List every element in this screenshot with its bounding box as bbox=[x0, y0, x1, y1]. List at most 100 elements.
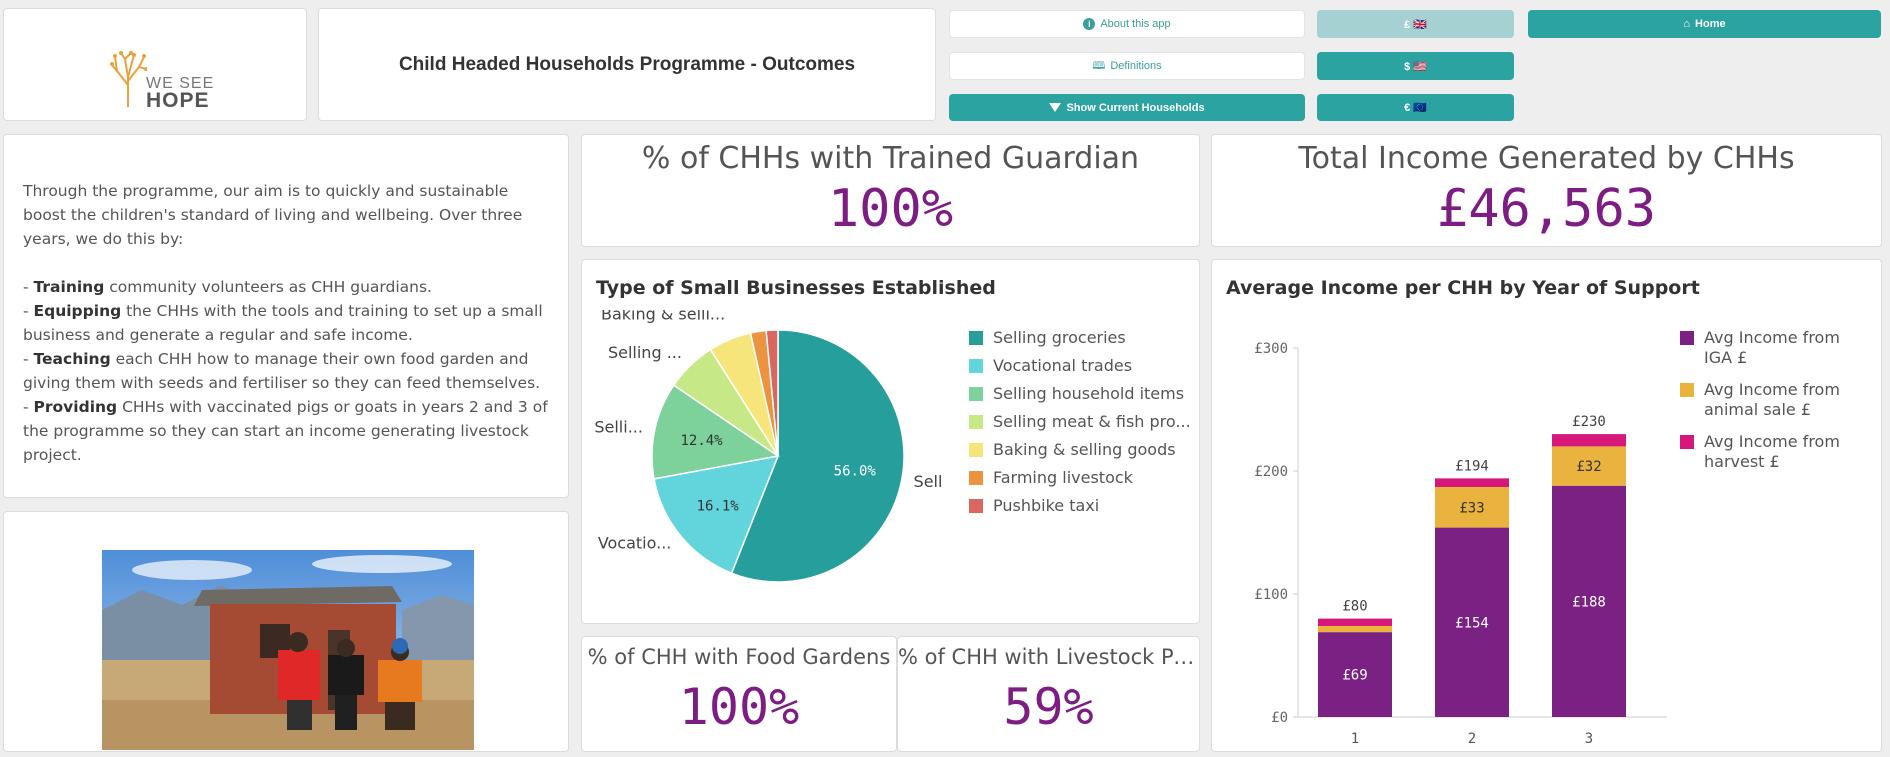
photo-card bbox=[3, 511, 569, 752]
legend-swatch bbox=[1680, 435, 1694, 449]
y-tick-label: £0 bbox=[1271, 710, 1288, 726]
bar-chart-card: Average Income per CHH by Year of Suppor… bbox=[1211, 259, 1882, 752]
x-tick-label: 1 bbox=[1351, 731, 1359, 747]
pie-slice[interactable] bbox=[730, 329, 905, 583]
kpi-livestock-card: % of CHH with Livestock Proje... 59% bbox=[897, 636, 1200, 752]
definitions-button-label: Definitions bbox=[1110, 60, 1162, 72]
legend-label: Selling household items bbox=[993, 384, 1185, 403]
pie-legend-item[interactable]: Baking & selling goods bbox=[969, 440, 1194, 459]
bar-total-label: £80 bbox=[1342, 599, 1367, 615]
y-tick-label: £200 bbox=[1254, 464, 1288, 480]
filter-icon bbox=[1049, 103, 1062, 112]
kpi-title: % of CHH with Food Gardens bbox=[587, 645, 891, 669]
pie-legend-item[interactable]: Pushbike taxi bbox=[969, 496, 1194, 515]
pie-slice-outer-label: Selli... bbox=[914, 472, 942, 491]
bar-segment-label: £32 bbox=[1576, 459, 1601, 475]
home-button[interactable]: ⌂ Home bbox=[1528, 10, 1881, 38]
logo-text-line2: HOPE bbox=[146, 89, 210, 112]
bar-chart: £0 £100 £200 £300 £69 £80 1 £154 £33 £194 2 £188 £32… bbox=[1254, 341, 1667, 747]
pie-legend-item[interactable]: Farming livestock bbox=[969, 468, 1194, 487]
legend-label: Avg Income from IGA £ bbox=[1704, 328, 1840, 367]
legend-label: Pushbike taxi bbox=[993, 496, 1100, 515]
bar-segment-label: £69 bbox=[1342, 668, 1367, 684]
legend-label: Vocational trades bbox=[993, 356, 1133, 375]
currency-usd-button[interactable]: $ 🇺🇸 bbox=[1317, 52, 1514, 80]
bar-segment[interactable] bbox=[1552, 446, 1626, 486]
bar-total-label: £230 bbox=[1572, 414, 1606, 430]
legend-label: Avg Income from animal sale £ bbox=[1704, 380, 1840, 419]
show-current-households-button[interactable]: Show Current Households bbox=[949, 94, 1305, 121]
currency-eur-button[interactable]: € 🇪🇺 bbox=[1317, 94, 1514, 121]
bar-segment[interactable] bbox=[1435, 486, 1509, 528]
legend-swatch bbox=[969, 443, 983, 457]
pie-chart-title: Type of Small Businesses Established bbox=[596, 277, 996, 299]
kpi-value: £46,563 bbox=[1436, 179, 1657, 239]
about-button-label: About this app bbox=[1100, 18, 1171, 30]
pie-legend-item[interactable]: Selling groceries bbox=[969, 328, 1194, 347]
legend-swatch bbox=[1680, 331, 1694, 345]
legend-label: Selling groceries bbox=[993, 328, 1126, 347]
x-tick-label: 2 bbox=[1468, 731, 1476, 747]
currency-eur-label: € 🇪🇺 bbox=[1404, 102, 1427, 114]
kpi-title: % of CHHs with Trained Guardian bbox=[641, 141, 1140, 176]
definitions-button[interactable]: 🕮 Definitions bbox=[949, 52, 1305, 80]
home-button-label: Home bbox=[1695, 18, 1726, 30]
pie-slice[interactable] bbox=[651, 384, 780, 480]
programme-photo bbox=[102, 550, 474, 750]
pie-slice-outer-label: Selli... bbox=[594, 418, 643, 437]
legend-swatch bbox=[969, 499, 983, 513]
bar-segment[interactable] bbox=[1318, 632, 1392, 717]
y-tick-label: £300 bbox=[1254, 341, 1288, 357]
bar-legend-item[interactable]: Avg Income from harvest £ bbox=[1680, 432, 1870, 472]
legend-swatch bbox=[969, 415, 983, 429]
bar-legend-item[interactable]: Avg Income from IGA £ bbox=[1680, 328, 1870, 368]
kpi-trained-guardian-card: % of CHHs with Trained Guardian 100% bbox=[581, 134, 1200, 247]
pie-chart: 56.0% Selli... 16.1% Vocatio... 12.4% Selli..… bbox=[594, 310, 942, 583]
currency-gbp-button[interactable]: £ 🇬🇧 bbox=[1317, 10, 1514, 38]
pie-slice-outer-label: Vocatio... bbox=[598, 534, 672, 553]
bar-segment[interactable] bbox=[1552, 485, 1626, 717]
description-item: - Equipping the CHHs with the tools and … bbox=[23, 302, 543, 344]
description-item: - Training community volunteers as CHH g… bbox=[23, 278, 432, 296]
bar-segment[interactable] bbox=[1552, 434, 1626, 447]
pie-slice[interactable] bbox=[653, 455, 780, 575]
home-icon: ⌂ bbox=[1683, 18, 1691, 30]
programme-description-card: Through the programme, our aim is to qui… bbox=[3, 134, 569, 498]
about-button[interactable]: i About this app bbox=[949, 10, 1305, 38]
y-tick-label: £100 bbox=[1254, 587, 1288, 603]
legend-label: Farming livestock bbox=[993, 468, 1133, 487]
bar-segment[interactable] bbox=[1318, 625, 1392, 633]
kpi-value: 100% bbox=[827, 179, 954, 239]
bar-total-label: £194 bbox=[1455, 458, 1489, 474]
kpi-value: 59% bbox=[1003, 678, 1094, 736]
x-tick-label: 3 bbox=[1585, 731, 1593, 747]
pie-slice-outer-label: Baking & selli... bbox=[601, 310, 725, 324]
book-icon: 🕮 bbox=[1092, 59, 1106, 72]
legend-swatch bbox=[1680, 383, 1694, 397]
pie-legend-item[interactable]: Vocational trades bbox=[969, 356, 1194, 375]
pie-slice[interactable] bbox=[765, 329, 779, 457]
description-intro: Through the programme, our aim is to qui… bbox=[23, 182, 523, 248]
pie-chart-card: Type of Small Businesses Established 56.… bbox=[581, 259, 1200, 624]
pie-legend-item[interactable]: Selling household items bbox=[969, 384, 1194, 403]
pie-legend-item[interactable]: Selling meat & fish pro... bbox=[969, 412, 1194, 431]
bar-segment[interactable] bbox=[1318, 618, 1392, 626]
legend-label: Avg Income from harvest £ bbox=[1704, 432, 1840, 471]
bar-segment-label: £188 bbox=[1572, 594, 1606, 610]
bar-segment[interactable] bbox=[1435, 527, 1509, 717]
legend-label: Selling meat & fish pro... bbox=[993, 412, 1191, 431]
bar-legend-item[interactable]: Avg Income from animal sale £ bbox=[1680, 380, 1870, 420]
bar-chart-title: Average Income per CHH by Year of Suppor… bbox=[1226, 277, 1700, 299]
logo-text-line1: WE SEE bbox=[146, 75, 215, 92]
description-item: - Teaching each CHH how to manage their … bbox=[23, 350, 541, 392]
legend-swatch bbox=[969, 471, 983, 485]
legend-swatch bbox=[969, 387, 983, 401]
pie-slice-percent-label: 56.0% bbox=[834, 464, 877, 480]
logo: WE SEE HOPE bbox=[109, 51, 219, 113]
kpi-title: % of CHH with Livestock Proje... bbox=[898, 645, 1199, 669]
pie-slice-percent-label: 16.1% bbox=[697, 499, 740, 515]
bar-legend: Avg Income from IGA £ Avg Income from ani… bbox=[1680, 328, 1870, 484]
kpi-title: Total Income Generated by CHHs bbox=[1298, 141, 1795, 176]
bar-segment[interactable] bbox=[1435, 478, 1509, 487]
pie-slice-outer-label: Selling ... bbox=[608, 343, 682, 362]
